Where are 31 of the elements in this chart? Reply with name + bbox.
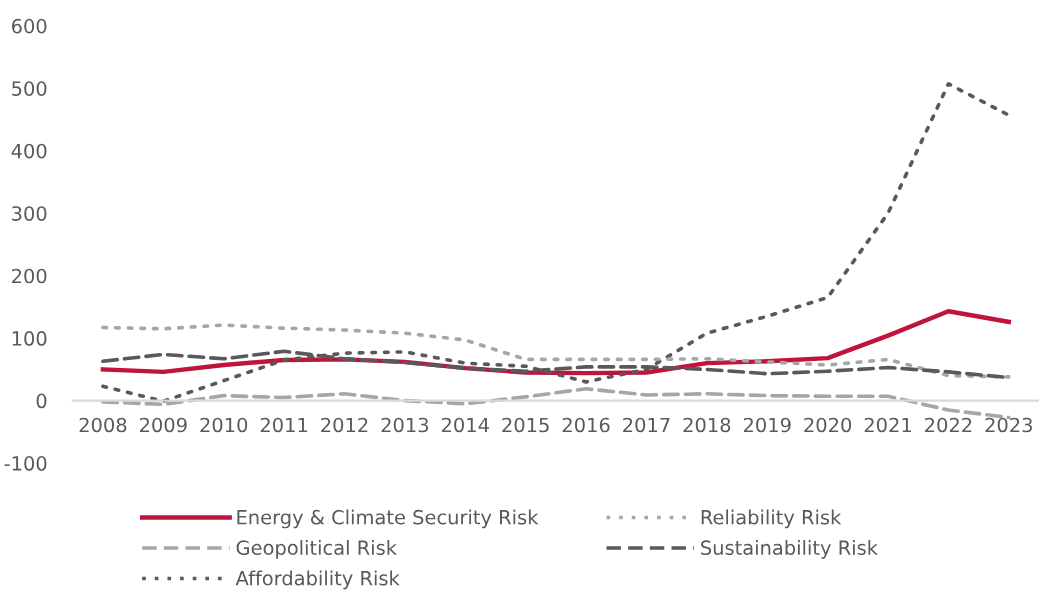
x-tick-label: 2015 — [502, 417, 549, 433]
legend-label: Sustainability Risk — [701, 539, 878, 559]
x-tick-label: 2018 — [683, 417, 731, 433]
line-series — [101, 82, 1011, 404]
x-tick-label: 2011 — [260, 417, 308, 433]
x-tick-label: 2017 — [623, 417, 670, 433]
legend-label: Energy & Climate Security Risk — [237, 509, 539, 529]
legend-label: Affordability Risk — [235, 570, 400, 590]
y-tick-label: 500 — [12, 81, 47, 96]
legend-label: Geopolitical Risk — [236, 539, 397, 559]
y-tick-label: 200 — [12, 268, 47, 284]
line-series — [101, 323, 1011, 379]
x-tick-label: 2016 — [562, 417, 610, 433]
x-tick-label: 2021 — [864, 417, 911, 433]
y-tick-label: -100 — [4, 456, 47, 471]
y-tick-label: 600 — [11, 18, 47, 34]
legend-label: Reliability Risk — [701, 509, 842, 529]
y-tick-label: 400 — [11, 143, 47, 159]
x-tick-label: 2022 — [925, 417, 972, 433]
y-tick-label: 0 — [36, 393, 47, 409]
x-tick-label: 2012 — [321, 417, 368, 433]
x-tick-label: 2014 — [441, 417, 489, 433]
x-tick-label: 2010 — [200, 417, 248, 433]
y-tick-label: 100 — [12, 331, 47, 346]
x-tick-label: 2020 — [804, 417, 852, 433]
x-tick-label: 2009 — [140, 417, 187, 433]
x-tick-label: 2023 — [985, 417, 1032, 433]
x-tick-label: 2019 — [743, 417, 791, 433]
x-tick-label: 2013 — [381, 417, 429, 433]
y-tick-label: 300 — [12, 206, 47, 221]
x-tick-label: 2008 — [79, 417, 127, 433]
